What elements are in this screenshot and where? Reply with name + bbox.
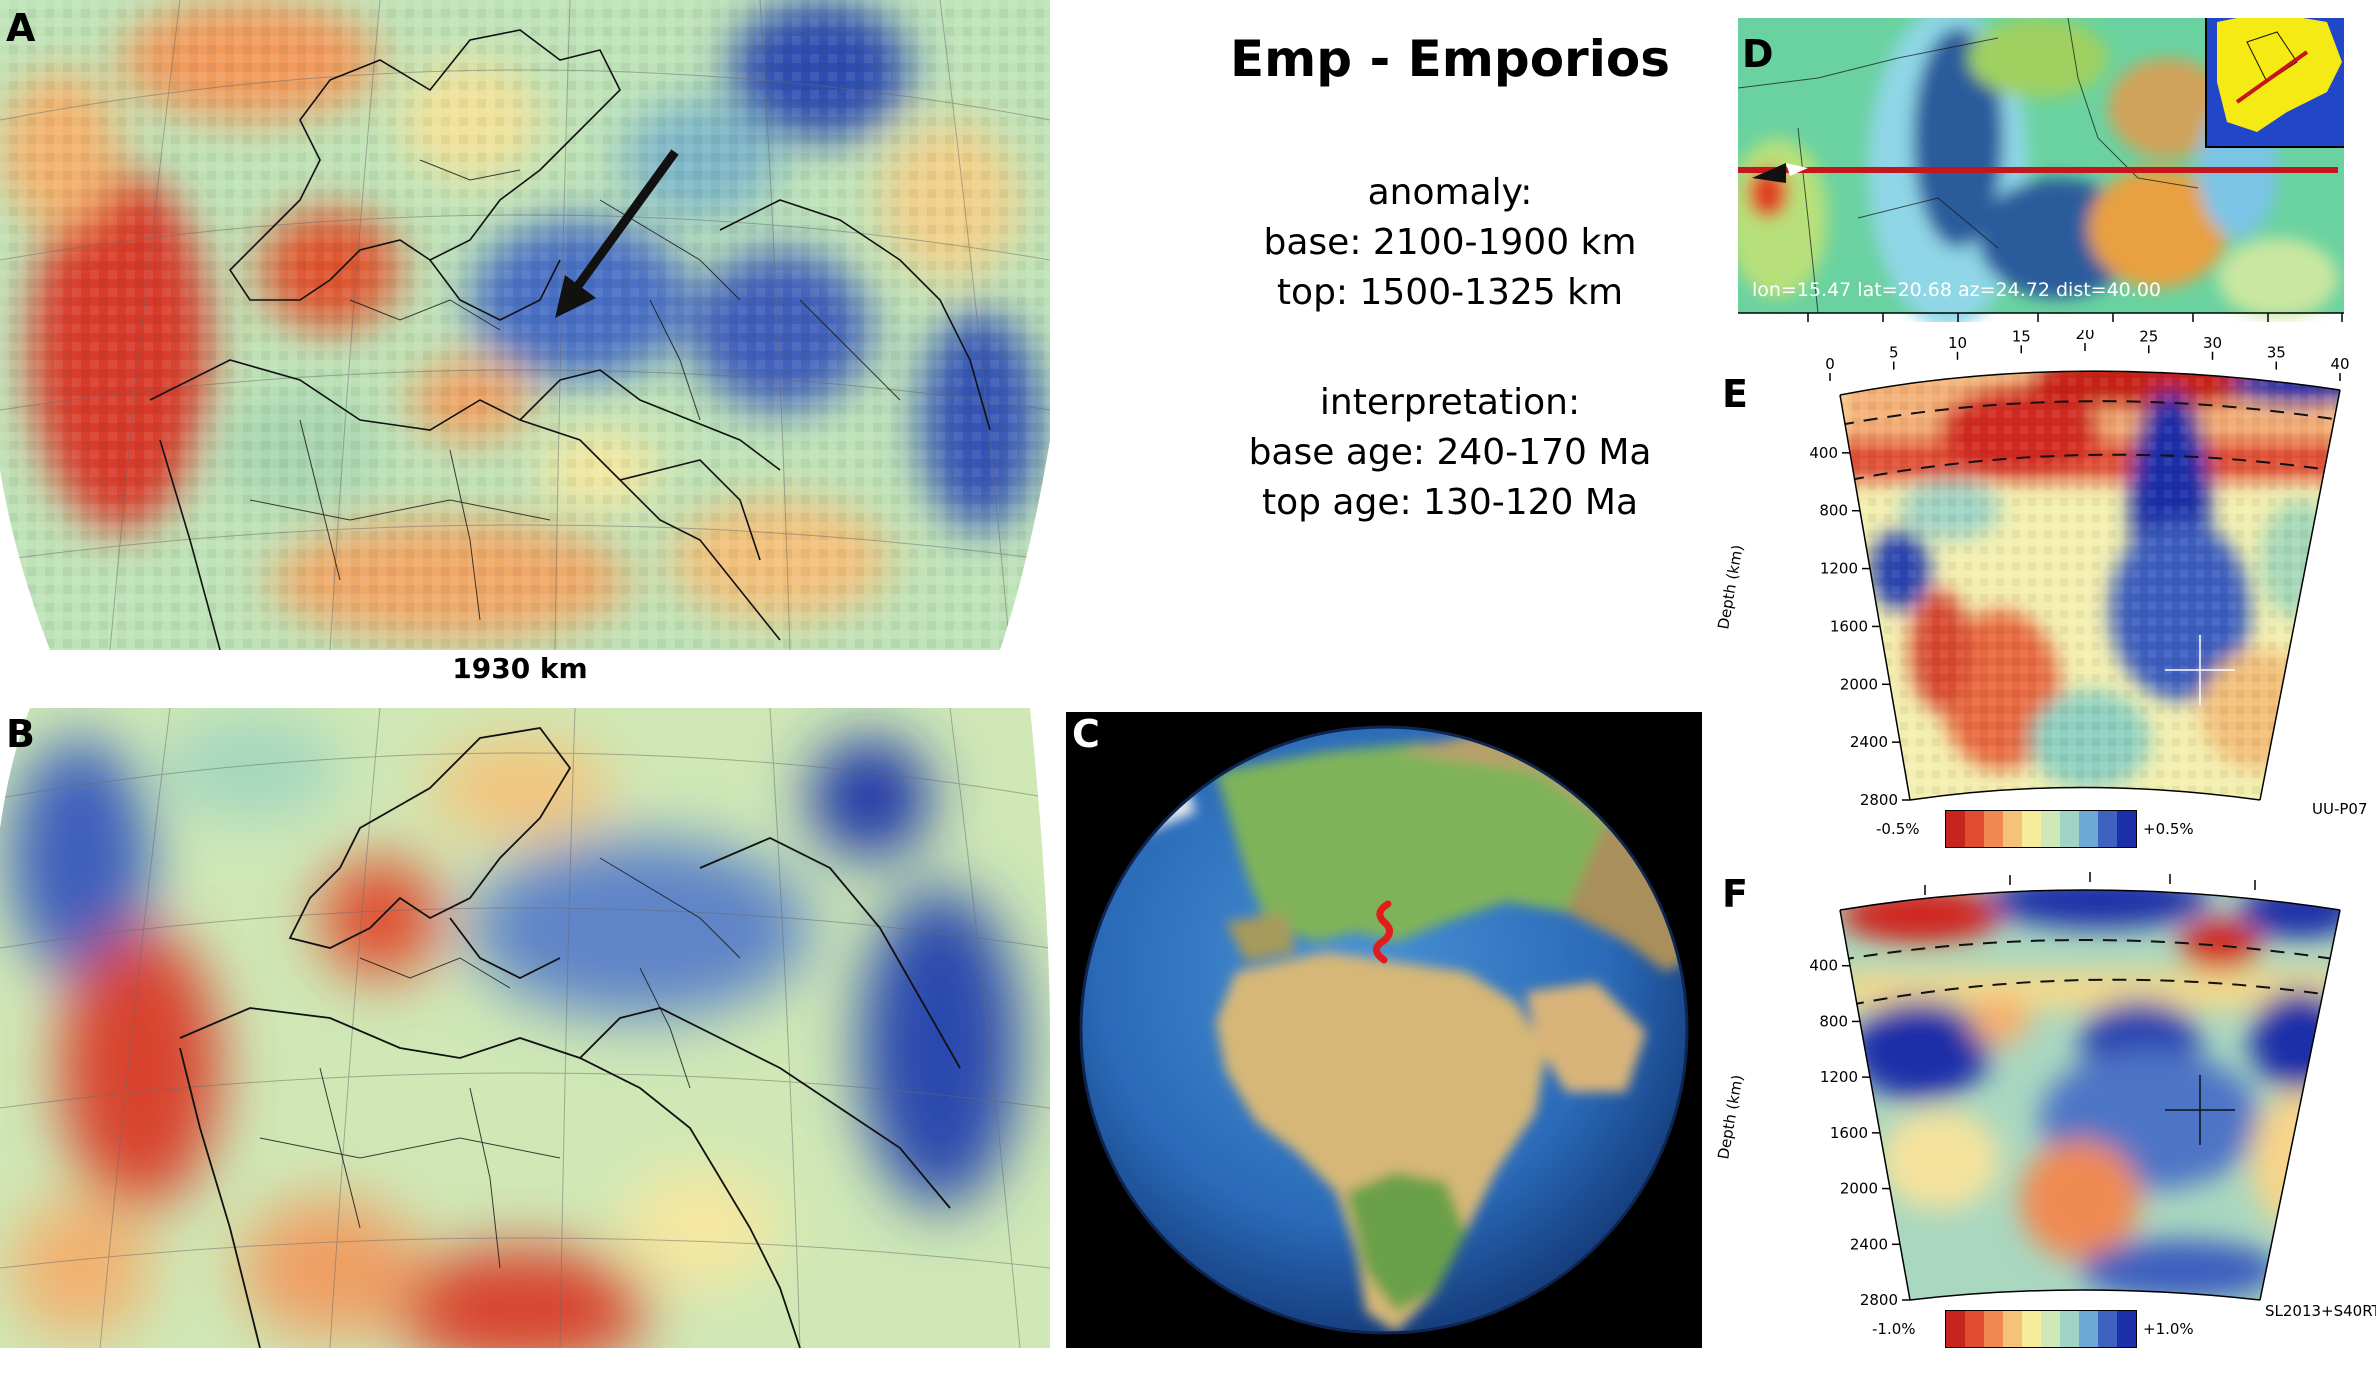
panel-e-label: E: [1722, 372, 1748, 416]
interpretation-heading: interpretation:: [1319, 382, 1581, 423]
distance-tick-label: 20: [2075, 330, 2094, 343]
depth-tick-label: 1600: [1830, 617, 1868, 635]
depth-axis-label-f: Depth (km): [1714, 1073, 1747, 1160]
panel-e-section-svg: 0 5 10 15 20 25 30 35 40 400 800 1200 1600 2000 2400 2…: [1714, 330, 2350, 809]
panel-b-tomography-map: B: [0, 708, 1050, 1348]
anomaly-top: top: 1500-1325 km: [1276, 272, 1624, 313]
interpretation-top-age: top age: 130-120 Ma: [1261, 482, 1639, 523]
panel-c-label: C: [1072, 712, 1100, 756]
anomaly-center-cross: [2165, 635, 2235, 705]
anomaly-center-cross-f: [2165, 1075, 2235, 1145]
panel-f-section-svg: 400 800 1200 1600 2000 2400 2800 Depth (km): [1714, 872, 2341, 1309]
panel-f-label: F: [1722, 872, 1748, 916]
depth-tick-label: 400: [1809, 957, 1838, 975]
arrow-pointer: [571, 149, 679, 293]
interpretation-base-age: base age: 240-170 Ma: [1248, 432, 1652, 473]
inset-location-map: [2205, 18, 2344, 148]
depth-ticks-f: 400 800 1200 1600 2000 2400 2800: [1809, 957, 1910, 1309]
panel-b-label: B: [6, 712, 35, 756]
panel-c-globe: C: [1066, 712, 1702, 1348]
anomaly-block: anomaly: base: 2100-1900 km top: 1500-13…: [1130, 168, 1770, 318]
page-title: Emp - Emporios: [1230, 30, 1670, 88]
panel-a-tomography-map: A: [0, 0, 1050, 650]
depth-tick-label: 2400: [1850, 733, 1888, 751]
depth-tick-label: 1200: [1820, 1068, 1858, 1086]
anomaly-heading: anomaly:: [1367, 172, 1533, 213]
distance-tick-label: 25: [2139, 330, 2158, 345]
distance-tick-label: 5: [1889, 344, 1899, 362]
depth-tick-label: 2800: [1860, 791, 1898, 809]
depth-tick-label: 800: [1819, 1012, 1848, 1030]
anomaly-marker: [1373, 900, 1393, 964]
panel-d-section-map: lon=15.47 lat=20.68 az=24.72 dist=40.00 …: [1738, 18, 2344, 322]
colorbar-max-label: +0.5%: [2143, 820, 2194, 838]
panel-a-depth-label: 1930 km: [452, 652, 588, 685]
arrow-head: [555, 275, 596, 318]
depth-tick-label: 2000: [1840, 1180, 1878, 1198]
colorbar-min-label: -0.5%: [1876, 820, 1920, 838]
depth-tick-label: 800: [1819, 502, 1848, 520]
inset-map-svg: [2217, 18, 2342, 132]
panel-b-map-svg: [0, 708, 1050, 1348]
distance-tick-label: 10: [1948, 334, 1967, 352]
distance-tick-label: 15: [2012, 330, 2031, 345]
colorbar-f: [1945, 1310, 2137, 1348]
panel-e-cross-section: 0 5 10 15 20 25 30 35 40 400 800 1200 1600 2000 2400 2…: [1700, 330, 2376, 850]
colorbar-max-label-f: +1.0%: [2143, 1320, 2194, 1338]
depth-axis-label: Depth (km): [1714, 543, 1747, 630]
distance-tick-label: 35: [2267, 344, 2286, 362]
interpretation-block: interpretation: base age: 240-170 Ma top…: [1130, 378, 1770, 528]
depth-tick-label: 2800: [1860, 1291, 1898, 1309]
colorbar-e: [1945, 810, 2137, 848]
panel-d-label: D: [1742, 32, 1774, 76]
anomaly-base: base: 2100-1900 km: [1263, 222, 1637, 263]
depth-tick-label: 1600: [1830, 1124, 1868, 1142]
panel-f-cross-section: 400 800 1200 1600 2000 2400 2800 Depth (km) F …: [1700, 860, 2376, 1350]
depth-tick-label: 2400: [1850, 1235, 1888, 1253]
distance-tick-label: 0: [1825, 355, 1835, 373]
depth-tick-label: 1200: [1820, 560, 1858, 578]
distance-tick-label: 30: [2203, 334, 2222, 352]
depth-tick-label: 2000: [1840, 675, 1878, 693]
distance-tick-label: 40: [2330, 355, 2349, 373]
section-readout: lon=15.47 lat=20.68 az=24.72 dist=40.00: [1752, 279, 2161, 301]
distance-ticks: 0 5 10 15 20 25 30 35 40: [1825, 330, 2350, 381]
panel-c-globe-svg: [1079, 725, 1689, 1335]
panel-a-label: A: [6, 6, 36, 50]
section-start-arrow: [1752, 163, 1786, 183]
panel-a-map-svg: [0, 0, 1050, 650]
depth-ticks: 400 800 1200 1600 2000 2400 2800: [1809, 444, 1910, 809]
model-name-f: SL2013+S40RTS: [2265, 1302, 2376, 1320]
depth-tick-label: 400: [1809, 444, 1838, 462]
model-name: UU-P07: [2312, 800, 2368, 818]
colorbar-min-label-f: -1.0%: [1872, 1320, 1916, 1338]
